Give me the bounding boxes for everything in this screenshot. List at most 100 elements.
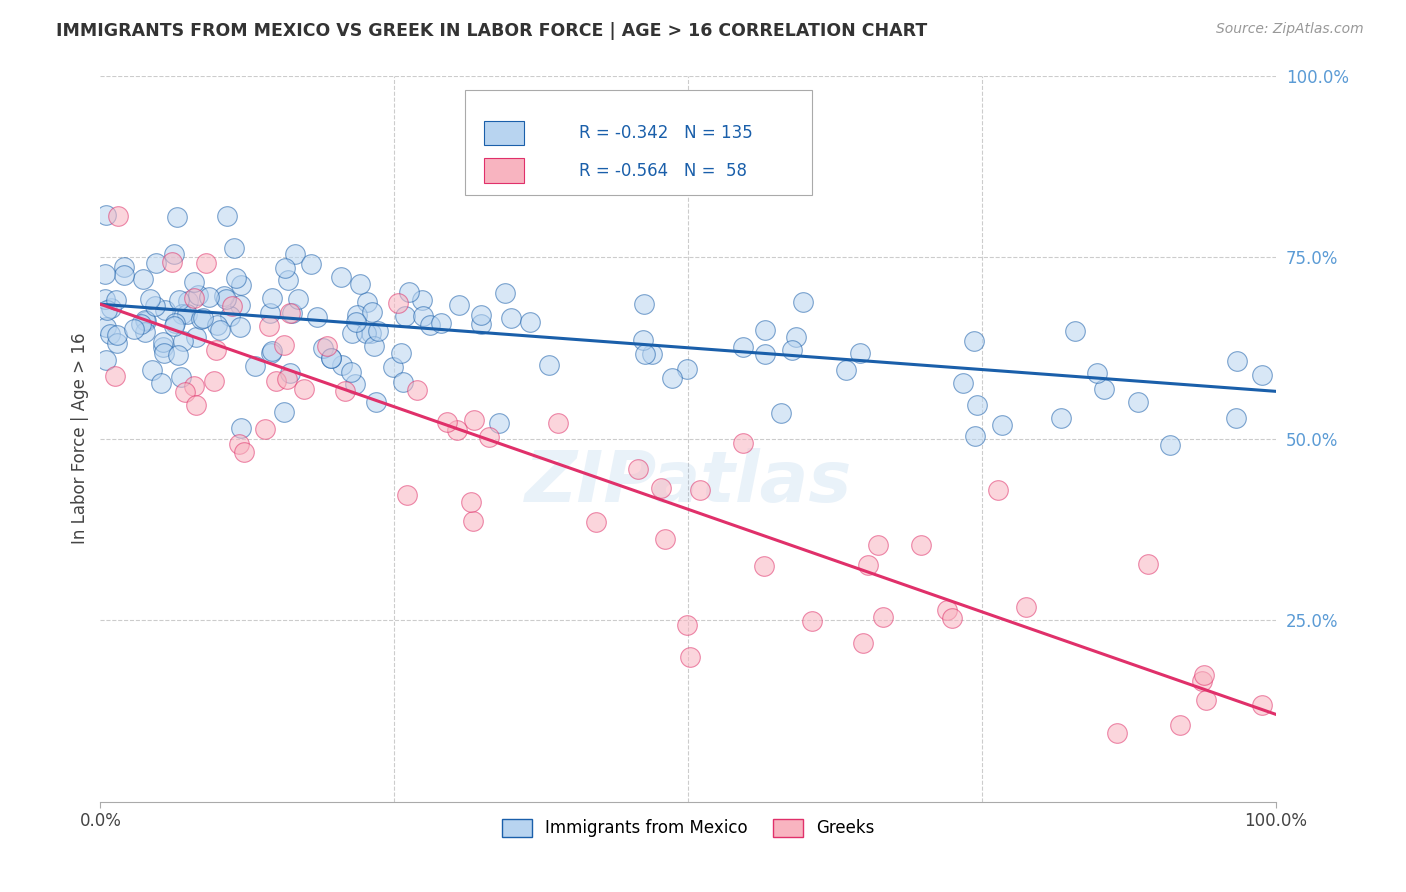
Point [411, 293, 433, 308]
Point [801, 615, 824, 629]
Point [281, 306, 304, 320]
Point [114, 268, 136, 283]
Point [96, 302, 118, 317]
Point [176, 293, 198, 308]
Point [292, 382, 315, 396]
Point [436, 415, 458, 429]
Point [259, 306, 281, 320]
Point [184, 330, 207, 344]
Point [163, 316, 186, 330]
Point [872, 610, 894, 624]
Point [187, 287, 209, 301]
Point [1085, 367, 1108, 381]
Point [214, 289, 236, 303]
Point [183, 379, 205, 393]
Point [183, 275, 205, 289]
Point [107, 210, 129, 224]
Point [94, 320, 117, 334]
Point [910, 537, 932, 551]
Point [868, 538, 890, 552]
Point [129, 318, 152, 332]
Point [650, 481, 672, 495]
FancyBboxPatch shape [484, 158, 523, 183]
Point [389, 346, 412, 360]
Point [172, 334, 194, 349]
Point [780, 343, 803, 357]
Point [105, 328, 128, 343]
Point [278, 367, 301, 381]
Point [754, 323, 776, 337]
Point [134, 312, 156, 326]
Point [634, 347, 657, 361]
Point [633, 333, 655, 347]
Point [278, 305, 301, 319]
Point [676, 361, 699, 376]
Point [360, 326, 382, 341]
Point [641, 346, 664, 360]
Point [354, 326, 377, 341]
Point [105, 336, 128, 351]
Point [412, 309, 434, 323]
Point [132, 272, 155, 286]
Point [990, 417, 1012, 432]
Point [1195, 693, 1218, 707]
Point [488, 416, 510, 430]
Point [273, 337, 295, 351]
Point [1226, 354, 1249, 368]
Point [122, 322, 145, 336]
Point [152, 334, 174, 349]
Y-axis label: In Labor Force | Age > 16: In Labor Force | Age > 16 [72, 333, 89, 544]
Point [228, 436, 250, 450]
Text: R = -0.342   N = 135: R = -0.342 N = 135 [579, 124, 752, 142]
Point [277, 273, 299, 287]
Point [141, 363, 163, 377]
Point [463, 413, 485, 427]
Point [689, 483, 711, 497]
Point [195, 256, 218, 270]
Point [537, 358, 560, 372]
Point [264, 374, 287, 388]
Point [208, 323, 231, 337]
Point [221, 300, 243, 314]
Point [1251, 698, 1274, 712]
Point [835, 362, 858, 376]
Text: ZIPatlas: ZIPatlas [524, 448, 852, 516]
Point [114, 260, 136, 275]
Point [752, 559, 775, 574]
Point [204, 343, 226, 357]
Point [150, 376, 173, 390]
Point [679, 650, 702, 665]
Point [100, 301, 122, 316]
Point [406, 383, 429, 397]
Point [966, 398, 988, 412]
Point [499, 311, 522, 326]
Point [155, 303, 177, 318]
Point [94, 353, 117, 368]
Point [449, 298, 471, 312]
Point [231, 277, 253, 292]
Point [654, 533, 676, 547]
Point [198, 290, 221, 304]
Point [363, 339, 385, 353]
Point [215, 293, 238, 307]
Point [172, 307, 194, 321]
Point [1126, 394, 1149, 409]
Point [276, 372, 298, 386]
Point [273, 405, 295, 419]
Point [340, 365, 363, 379]
Point [166, 211, 188, 225]
Point [245, 359, 267, 373]
Point [163, 318, 186, 333]
Point [460, 495, 482, 509]
Point [547, 417, 569, 431]
Point [987, 483, 1010, 497]
Point [963, 429, 986, 443]
Point [170, 369, 193, 384]
Point [94, 292, 117, 306]
Point [160, 255, 183, 269]
Point [364, 395, 387, 409]
Point [419, 318, 441, 333]
Point [232, 444, 254, 458]
Point [222, 241, 245, 255]
Point [1092, 382, 1115, 396]
